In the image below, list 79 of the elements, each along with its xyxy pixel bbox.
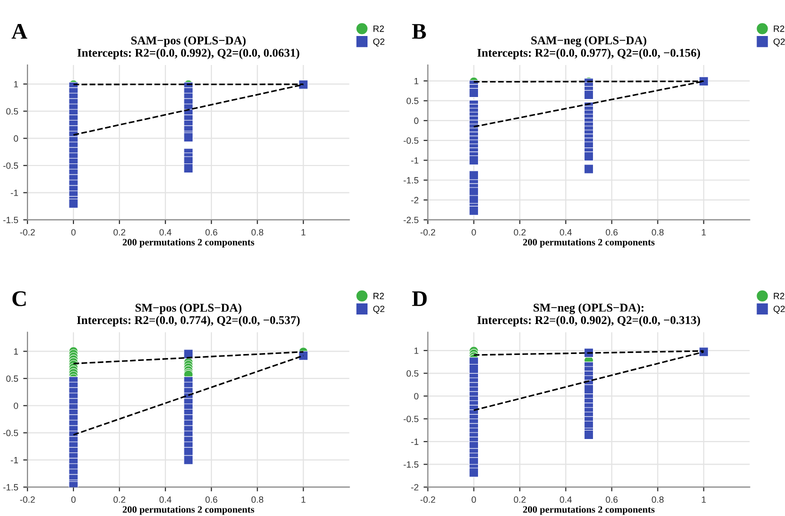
- y-tick-label: -1.5: [3, 484, 18, 490]
- legend-label: Q2: [373, 38, 384, 46]
- legend-label: Q2: [373, 306, 384, 314]
- y-tick-label: -0.5: [3, 162, 18, 169]
- y-tick-label: -2.5: [404, 216, 418, 224]
- x-tick-label: 0.6: [606, 496, 618, 503]
- chart-subtitle: Intercepts: R2=(0.0, 0.992), Q2=(0.0, 0.0631): [77, 48, 300, 60]
- legend-label: R2: [374, 26, 384, 32]
- y-tick-label: -1.5: [3, 216, 18, 224]
- x-tick-label: 1: [702, 496, 706, 503]
- y-tick-label: 1: [414, 348, 418, 354]
- legend-label: R2: [774, 292, 784, 300]
- y-tick-label: -0.5: [3, 430, 18, 436]
- y-tick-label: -1: [411, 157, 418, 164]
- x-tick-label: -0.2: [20, 229, 35, 236]
- x-tick-label: 0.8: [251, 229, 264, 236]
- y-tick-label: -1: [10, 190, 18, 196]
- x-axis-title: 200 permutations 2 components: [523, 506, 655, 515]
- y-tick-label: -1: [10, 457, 18, 464]
- x-tick-label: 0: [71, 229, 76, 236]
- y-tick-label: -1: [411, 438, 418, 445]
- x-tick-label: 0.4: [560, 229, 572, 236]
- text: D: [412, 291, 427, 306]
- y-tick-label: -1.5: [404, 461, 418, 468]
- x-axis-title: 200 permutations 2 components: [122, 506, 254, 515]
- x-tick-label: 0.8: [652, 496, 664, 503]
- x-tick-label: 1: [302, 229, 306, 236]
- x-tick-label: 0.2: [514, 229, 526, 236]
- chart-subtitle: Intercepts: R2=(0.0, 0.977), Q2=(0.0, −0.156): [477, 48, 700, 60]
- y-tick-label: -0.5: [404, 137, 418, 144]
- x-tick-label: 1: [702, 229, 706, 236]
- text: B: [412, 24, 426, 39]
- x-tick-label: 0.6: [205, 496, 218, 503]
- y-tick-label: 1: [414, 78, 418, 84]
- x-tick-label: 0.4: [560, 496, 572, 503]
- y-tick-label: -1.5: [404, 177, 418, 184]
- chart-subtitle: Intercepts: R2=(0.0, 0.774), Q2=(0.0, −0.537): [77, 316, 300, 326]
- x-tick-label: 0.8: [652, 229, 664, 236]
- x-axis-title: 200 permutations 2 components: [523, 238, 655, 248]
- chart-subtitle: Intercepts: R2=(0.0, 0.902), Q2=(0.0, −0.313): [477, 316, 700, 326]
- x-tick-label: 0.6: [606, 229, 618, 236]
- y-tick-label: 0.5: [406, 370, 418, 377]
- x-tick-label: -0.2: [420, 496, 436, 503]
- y-tick-label: 0: [414, 393, 418, 400]
- x-tick-label: 0.8: [251, 496, 264, 503]
- text: A: [12, 24, 28, 39]
- y-tick-label: 0.5: [6, 375, 18, 382]
- y-tick-label: 1: [14, 348, 18, 355]
- legend-label: Q2: [774, 306, 785, 314]
- x-tick-label: 0: [71, 496, 76, 503]
- x-axis-title: 200 permutations 2 components: [122, 238, 254, 248]
- x-tick-label: 0.6: [205, 229, 218, 236]
- chart-title: SAM−pos (OPLS−DA): [131, 36, 246, 47]
- x-tick-label: 1: [302, 496, 306, 503]
- x-tick-label: 0.2: [514, 496, 526, 503]
- x-tick-label: 0: [472, 229, 476, 236]
- x-tick-label: -0.2: [420, 229, 436, 236]
- chart-title: SAM−neg (OPLS−DA): [531, 36, 646, 47]
- legend-label: R2: [374, 292, 384, 300]
- y-tick-label: 1: [14, 81, 18, 88]
- x-tick-label: 0.2: [114, 496, 126, 503]
- y-tick-label: 0.5: [6, 108, 18, 115]
- y-tick-label: -0.5: [404, 416, 418, 422]
- legend-label: Q2: [774, 38, 785, 46]
- y-tick-label: 0: [414, 118, 418, 124]
- x-tick-label: 0.4: [159, 229, 172, 236]
- legend-label: R2: [774, 26, 784, 32]
- x-tick-label: -0.2: [20, 496, 35, 503]
- chart-title: SM−pos (OPLS−DA): [136, 303, 242, 314]
- y-tick-label: 0: [14, 402, 18, 409]
- x-tick-label: 0: [472, 496, 476, 503]
- y-tick-label: -2: [411, 196, 418, 204]
- y-tick-label: 0: [14, 135, 18, 142]
- y-tick-label: -2: [411, 484, 418, 490]
- x-tick-label: 0.4: [159, 496, 172, 503]
- text: C: [12, 291, 26, 306]
- x-tick-label: 0.2: [114, 229, 126, 236]
- chart-title: SM−neg (OPLS−DA):: [534, 303, 644, 314]
- y-tick-label: 0.5: [406, 98, 418, 104]
